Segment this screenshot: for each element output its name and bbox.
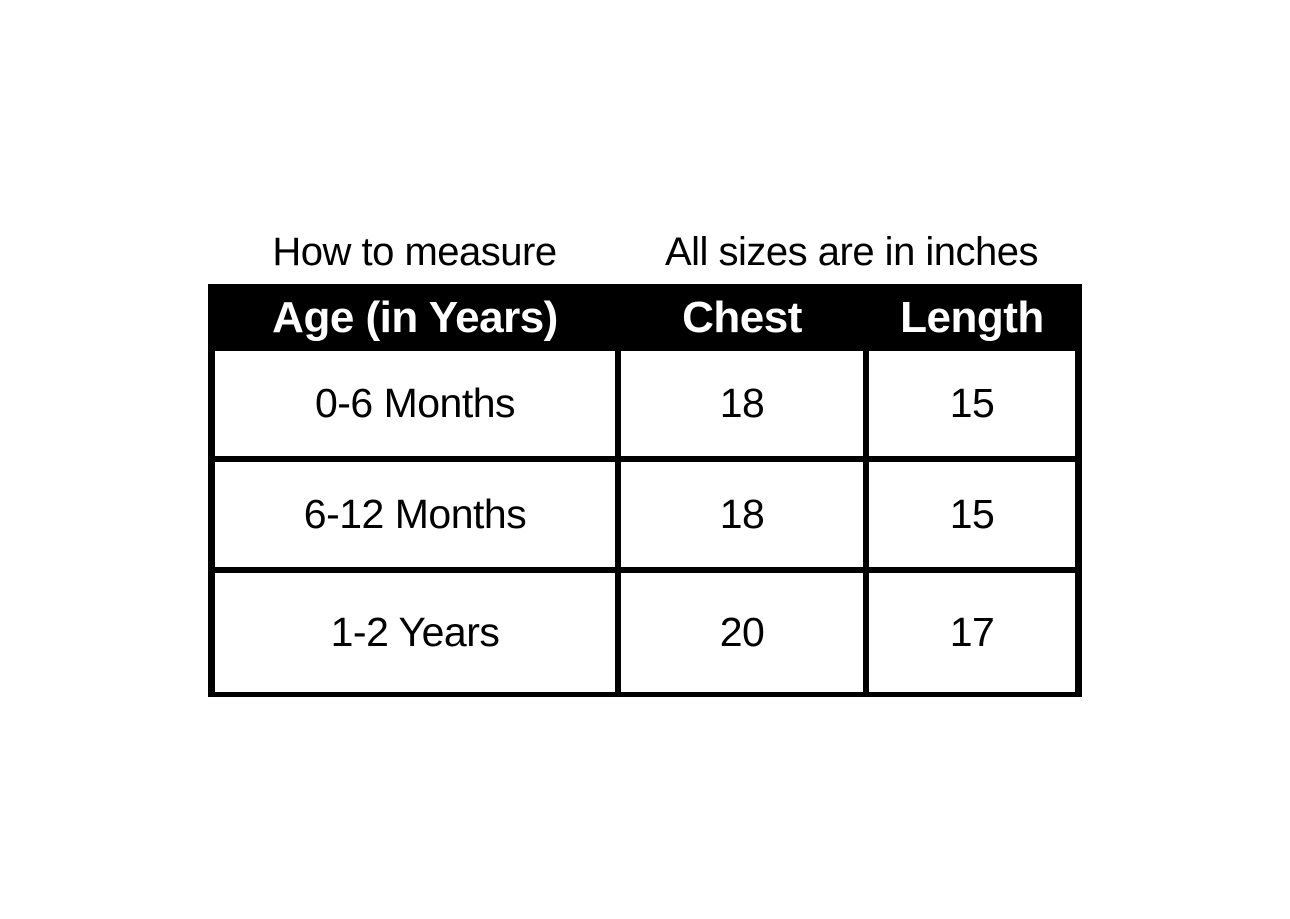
row-age-cell: 1-2 Years bbox=[215, 573, 615, 692]
row-age-cell: 0-6 Months bbox=[215, 351, 615, 456]
caption-units-note: All sizes are in inches bbox=[664, 229, 1039, 274]
size-chart-table: Age (in Years) Chest Length 0-6 Months 1… bbox=[208, 284, 1082, 697]
row-length-cell: 15 bbox=[869, 351, 1075, 456]
row-chest-cell: 18 bbox=[621, 351, 863, 456]
column-header-length: Length bbox=[869, 291, 1075, 345]
caption-how-to-measure: How to measure bbox=[272, 229, 557, 274]
row-chest-cell: 18 bbox=[621, 462, 863, 567]
column-header-chest: Chest bbox=[621, 291, 863, 345]
column-header-age: Age (in Years) bbox=[215, 291, 615, 345]
row-length-cell: 17 bbox=[869, 573, 1075, 692]
row-chest-cell: 20 bbox=[621, 573, 863, 692]
row-length-cell: 15 bbox=[869, 462, 1075, 567]
table-captions: How to measure All sizes are in inches bbox=[208, 226, 1082, 278]
row-age-cell: 6-12 Months bbox=[215, 462, 615, 567]
